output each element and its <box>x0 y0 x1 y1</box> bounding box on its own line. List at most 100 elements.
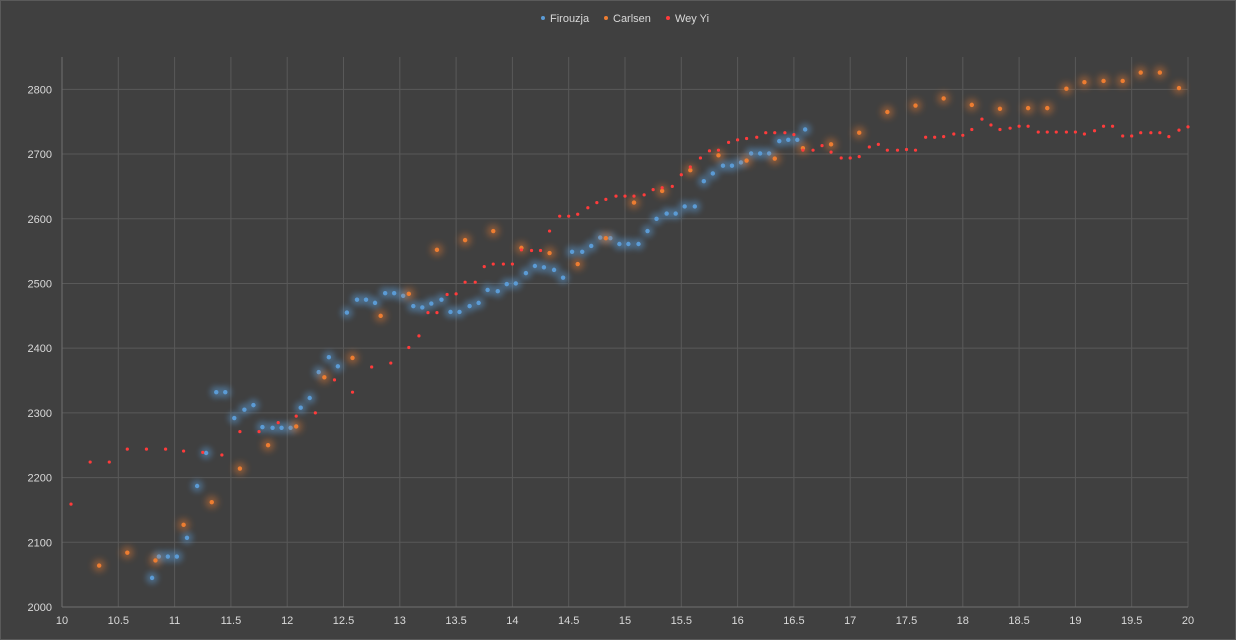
firouzja-point <box>537 261 550 274</box>
carlsen-point <box>205 496 218 509</box>
wey-yi-point-dot <box>1064 130 1068 134</box>
wey-yi-point <box>69 502 73 506</box>
wey-yi-point <box>107 460 111 464</box>
wey-yi-point <box>651 188 655 192</box>
wey-yi-point <box>764 131 768 135</box>
firouzja-point-dot <box>457 309 462 315</box>
wey-yi-point-dot <box>848 156 852 160</box>
firouzja-point-dot <box>429 301 434 306</box>
wey-yi-point <box>501 262 505 266</box>
firouzja-point <box>416 301 429 314</box>
wey-yi-point <box>961 133 965 137</box>
firouzja-point <box>435 293 448 306</box>
wey-yi-point-dot <box>1054 130 1058 134</box>
firouzja-point-dot <box>504 281 509 287</box>
firouzja-point <box>799 123 812 136</box>
wey-yi-point <box>783 131 787 135</box>
carlsen-point <box>262 439 275 452</box>
wey-yi-point-dot <box>670 184 674 189</box>
wey-yi-point-dot <box>1130 134 1134 138</box>
firouzja-point-dot <box>673 211 678 216</box>
firouzja-point-dot <box>748 151 754 156</box>
firouzja-point <box>641 225 654 238</box>
wey-yi-point <box>820 144 824 148</box>
firouzja-point-dot <box>802 127 808 132</box>
wey-yi-point-dot <box>1186 125 1190 129</box>
wey-yi-point <box>1149 131 1153 135</box>
firouzja-point <box>191 480 204 492</box>
wey-yi-point-dot <box>698 156 703 160</box>
firouzja-point <box>622 238 635 250</box>
firouzja-point <box>585 239 598 252</box>
firouzja-point-dot <box>645 228 650 234</box>
carlsen-point-dot <box>294 424 299 429</box>
firouzja-point-dot <box>467 303 472 309</box>
firouzja-point <box>500 278 513 291</box>
wey-yi-point-dot <box>1177 128 1181 132</box>
firouzja-point-dot <box>194 483 200 489</box>
carlsen-point-dot <box>153 558 158 563</box>
firouzja-point <box>697 175 710 188</box>
wey-yi-point <box>1130 134 1134 138</box>
x-tick-label: 11.5 <box>221 615 242 627</box>
firouzja-point-dot <box>766 151 772 156</box>
wey-yi-point-dot <box>642 193 646 197</box>
wey-yi-point <box>707 149 712 153</box>
firouzja-point <box>238 403 251 416</box>
firouzja-point <box>200 447 213 459</box>
carlsen-point-dot <box>462 237 468 243</box>
firouzja-point <box>444 305 457 318</box>
firouzja-point <box>660 207 673 220</box>
wey-yi-point <box>1186 125 1190 129</box>
firouzja-point <box>388 287 401 300</box>
firouzja-point <box>678 200 691 213</box>
wey-yi-point <box>773 131 777 135</box>
carlsen-point-dot <box>350 355 355 361</box>
x-tick-label: 19.5 <box>1121 615 1142 627</box>
carlsen-point-dot <box>1064 86 1069 91</box>
data-points <box>69 66 1190 584</box>
firouzja-point-dot <box>354 297 360 302</box>
wey-yi-point <box>998 127 1002 132</box>
wey-yi-point <box>1158 131 1162 135</box>
x-tick-label: 16.5 <box>783 615 804 627</box>
firouzja-point-dot <box>174 554 180 559</box>
carlsen-point-dot <box>575 261 580 267</box>
carlsen-point <box>121 546 134 559</box>
wey-yi-point-dot <box>829 150 833 154</box>
x-tick-label: 12.5 <box>333 615 354 627</box>
carlsen-point-dot <box>603 235 609 241</box>
wey-yi-point <box>332 378 337 382</box>
wey-yi-point <box>660 186 664 190</box>
carlsen-point <box>909 99 922 112</box>
firouzja-point-dot <box>513 281 518 286</box>
wey-yi-point-dot <box>1008 126 1012 130</box>
firouzja-point <box>791 133 804 146</box>
carlsen-point <box>881 106 894 118</box>
wey-yi-point-dot <box>980 117 984 121</box>
firouzja-point-dot <box>316 369 321 375</box>
wey-yi-point <box>1139 131 1143 135</box>
wey-yi-point <box>811 148 815 152</box>
wey-yi-point <box>642 193 646 197</box>
firouzja-point-dot <box>617 241 622 247</box>
firouzja-point <box>425 297 438 310</box>
wey-yi-point <box>257 430 261 434</box>
carlsen-point <box>1116 74 1129 87</box>
firouzja-point-dot <box>372 300 378 306</box>
carlsen-point <box>937 92 950 105</box>
y-tick-label: 2000 <box>28 602 52 614</box>
wey-yi-point-dot <box>1092 129 1097 133</box>
firouzja-point-dot <box>664 211 669 216</box>
firouzja-point-dot <box>184 535 190 540</box>
wey-yi-point-dot <box>88 460 92 464</box>
firouzja-point <box>463 300 476 313</box>
wey-yi-point <box>679 173 683 177</box>
wey-yi-point <box>182 449 186 453</box>
carlsen-point <box>965 98 978 111</box>
wey-yi-point-dot <box>952 132 956 136</box>
wey-yi-point-dot <box>773 131 777 135</box>
firouzja-point <box>161 550 174 563</box>
wey-yi-point <box>970 127 974 132</box>
